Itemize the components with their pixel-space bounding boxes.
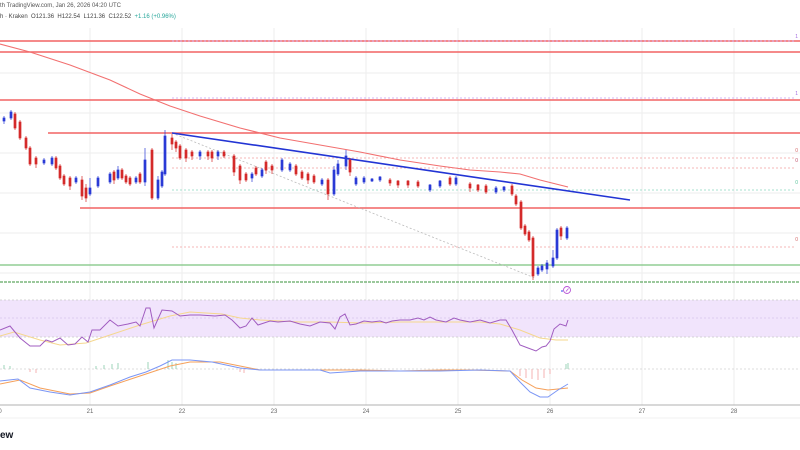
grid bbox=[0, 28, 800, 405]
alert-marker-icon bbox=[561, 286, 571, 294]
x-label-20: 0 bbox=[0, 409, 2, 415]
x-label-21: 21 bbox=[86, 409, 94, 415]
price-label-3: 0 bbox=[795, 148, 798, 154]
fib-dashed-purple bbox=[172, 40, 795, 99]
price-label-4: 0 bbox=[795, 158, 798, 164]
price-label-6: 0 bbox=[795, 237, 798, 243]
tradingview-logo: ew bbox=[0, 430, 14, 441]
symbol-exchange: h · Kraken bbox=[0, 14, 28, 20]
chart-attribution: th TradingView.com, Jan 26, 2026 04:20 U… bbox=[0, 3, 121, 9]
x-label-27: 27 bbox=[638, 409, 646, 415]
bearish-trendline bbox=[171, 132, 631, 201]
rsi-line bbox=[0, 307, 569, 352]
x-label-28: 28 bbox=[730, 409, 738, 415]
fib-diagonal bbox=[171, 132, 536, 279]
support-lines bbox=[0, 264, 800, 283]
change-value: +1.16 (+0.96%) bbox=[134, 14, 176, 20]
rsi-ma-line bbox=[0, 311, 568, 346]
x-label-25: 25 bbox=[454, 409, 462, 415]
resistance-lines bbox=[0, 40, 800, 209]
price-label-1: 1 bbox=[795, 34, 798, 40]
ohlc-legend: h · Kraken O121.36 H122.54 L121.36 C122.… bbox=[0, 14, 176, 20]
candles bbox=[2, 110, 569, 280]
x-label-24: 24 bbox=[362, 409, 370, 415]
x-label-22: 22 bbox=[178, 409, 186, 415]
price-label-2: 1 bbox=[795, 91, 798, 97]
macd-pane bbox=[0, 359, 800, 398]
price-label-5: 0 bbox=[795, 180, 798, 186]
sma-line bbox=[0, 43, 569, 188]
open-value: O121.36 bbox=[31, 14, 55, 20]
macd-line bbox=[0, 359, 569, 398]
rsi-pane bbox=[0, 299, 800, 352]
x-label-23: 23 bbox=[270, 409, 278, 415]
high-value: H122.54 bbox=[57, 14, 81, 20]
close-value: C122.52 bbox=[108, 14, 132, 20]
x-label-26: 26 bbox=[546, 409, 554, 415]
low-value: L121.36 bbox=[83, 14, 106, 20]
signal-line bbox=[0, 361, 569, 395]
